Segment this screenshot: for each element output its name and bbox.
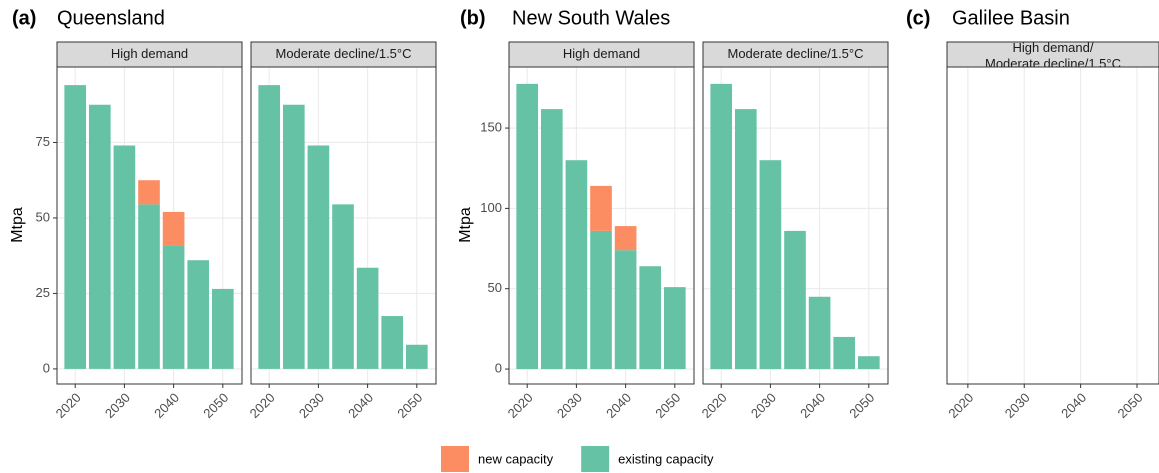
facet-title: High demand [563, 46, 640, 61]
x-tick-label: 2040 [1058, 390, 1089, 421]
bar-segment [64, 85, 87, 369]
x-tick-label: 2020 [53, 390, 84, 421]
bar-segment [759, 160, 782, 370]
y-tick-label: 75 [36, 134, 50, 149]
y-tick-label: 100 [480, 200, 502, 215]
bar-segment [162, 211, 185, 246]
legend-swatch [441, 446, 469, 472]
panel-border [56, 66, 243, 385]
bar-segment [639, 266, 662, 370]
y-tick-label: 50 [36, 209, 50, 224]
x-tick-label: 2040 [797, 390, 828, 421]
panel-border [702, 66, 889, 385]
bar-segment [590, 230, 612, 370]
facet-title: Moderate decline/1.5°C [276, 46, 412, 61]
x-tick-label: 2020 [505, 390, 536, 421]
x-tick-label: 2040 [345, 390, 376, 421]
legend-label: new capacity [478, 451, 554, 466]
bar-segment [590, 185, 612, 231]
bar-segment [808, 296, 831, 370]
panel-border [508, 66, 695, 385]
bar-segment [138, 180, 160, 205]
y-axis-label: Mtpa [9, 207, 26, 243]
facet-title: High demand [111, 46, 188, 61]
bar-segment [187, 260, 210, 369]
bar-segment [734, 109, 757, 370]
bar-segment [282, 104, 305, 369]
facet-strip [508, 41, 695, 68]
x-tick-label: 2030 [748, 390, 779, 421]
bar-segment [113, 145, 136, 369]
panel-border [250, 66, 437, 385]
y-axis-label: Mtpa [457, 207, 474, 243]
legend-swatch [581, 446, 610, 472]
x-tick-label: 2020 [945, 390, 976, 421]
bar-segment [857, 356, 880, 370]
y-tick-label: 25 [36, 285, 50, 300]
bar-segment [516, 83, 539, 370]
bar-segment [405, 344, 428, 369]
x-tick-label: 2050 [652, 390, 683, 421]
y-tick-label: 0 [495, 360, 502, 375]
x-tick-label: 2020 [699, 390, 730, 421]
bar-segment [614, 250, 637, 370]
bar-segment [307, 145, 330, 369]
y-tick-label: 50 [488, 280, 502, 295]
facet-title: Moderate decline/1.5°C [728, 46, 864, 61]
bar-segment [614, 226, 637, 251]
x-tick-label: 2050 [846, 390, 877, 421]
y-tick-label: 150 [480, 119, 502, 134]
bar-segment [565, 160, 588, 370]
x-tick-label: 2030 [1002, 390, 1033, 421]
panel-border [946, 66, 1159, 385]
panel-title: New South Wales [512, 7, 670, 29]
bar-segment [381, 316, 404, 369]
x-tick-label: 2050 [200, 390, 231, 421]
bar-segment [710, 83, 733, 370]
bar-segment [332, 204, 354, 369]
facet-strip [702, 41, 889, 68]
panel-title: Galilee Basin [952, 7, 1070, 29]
bar-segment [833, 336, 856, 370]
facet-strip [56, 41, 243, 68]
facet-title-line: High demand/ [1013, 40, 1094, 55]
x-tick-label: 2040 [603, 390, 634, 421]
x-tick-label: 2050 [1115, 390, 1146, 421]
x-tick-label: 2050 [394, 390, 425, 421]
panel-title: Queensland [57, 7, 165, 29]
x-tick-label: 2020 [247, 390, 278, 421]
bar-segment [356, 267, 379, 369]
bar-segment [211, 288, 234, 369]
legend-label: existing capacity [618, 451, 714, 466]
plot-area [947, 67, 1159, 384]
bar-segment [162, 245, 185, 369]
panel-label: (b) [460, 7, 486, 29]
panel-label: (a) [12, 7, 36, 29]
bar-segment [88, 104, 111, 369]
bar-segment [784, 230, 806, 370]
bar-segment [258, 85, 281, 369]
x-tick-label: 2040 [151, 390, 182, 421]
y-tick-label: 0 [43, 360, 50, 375]
x-tick-label: 2030 [554, 390, 585, 421]
panel-label: (c) [906, 7, 930, 29]
x-tick-label: 2030 [296, 390, 327, 421]
bar-segment [138, 204, 160, 369]
bar-segment [663, 287, 686, 370]
x-tick-label: 2030 [102, 390, 133, 421]
bar-segment [540, 109, 563, 370]
